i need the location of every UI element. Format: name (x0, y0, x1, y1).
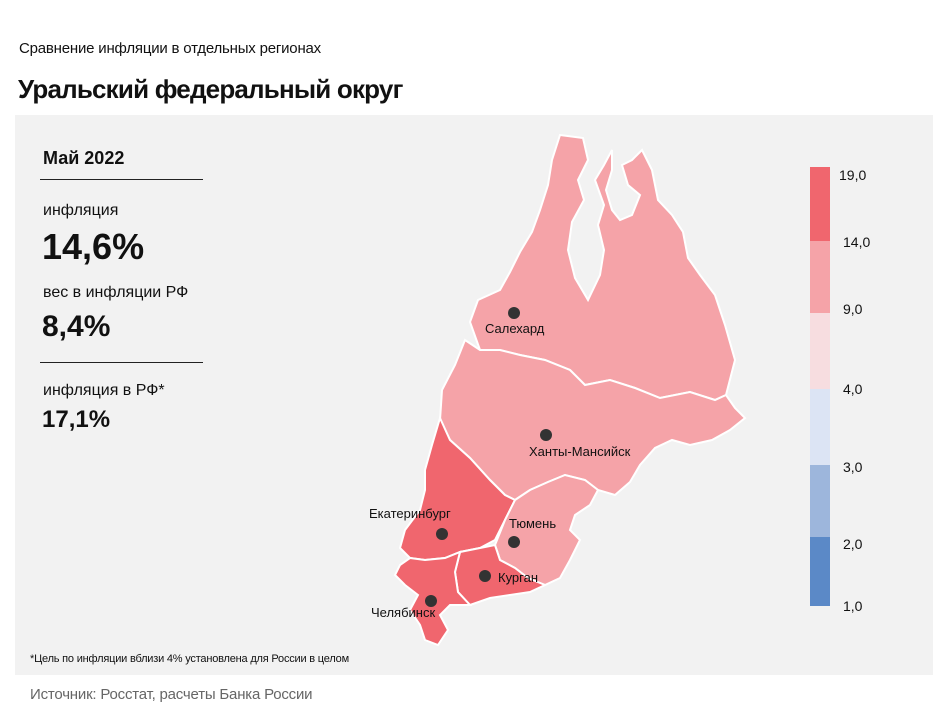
city-dot-chelyabinsk (425, 595, 437, 607)
weight-value: 8,4% (42, 310, 111, 343)
city-label-ekaterinburg: Екатеринбург (369, 506, 451, 521)
chart-title: Уральский федеральный округ (18, 74, 403, 104)
inflation-value: 14,6% (42, 226, 145, 267)
legend-band-2-1 (810, 537, 830, 606)
legend-band-14-9 (810, 241, 830, 313)
city-label-chelyabinsk: Челябинск (371, 605, 435, 620)
city-label-tyumen: Тюмень (509, 516, 556, 531)
legend-tick: 4,0 (843, 381, 863, 397)
weight-label: вес в инфляции РФ (43, 284, 189, 301)
city-dot-ekaterinburg (436, 528, 448, 540)
inflation-label: инфляция (43, 202, 119, 219)
city-label-khanty-mansiysk: Ханты-Мансийск (529, 444, 631, 459)
legend-tick: 19,0 (839, 167, 866, 183)
legend-band-9-4 (810, 313, 830, 389)
chart-subtitle: Сравнение инфляции в отдельных регионах (19, 40, 321, 57)
rf-inflation-value: 17,1% (42, 406, 111, 433)
footnote: *Цель по инфляции вблизи 4% установлена … (30, 653, 349, 665)
legend-band-3-2 (810, 465, 830, 537)
legend-tick: 3,0 (843, 459, 863, 475)
rf-inflation-label: инфляция в РФ* (43, 382, 165, 399)
city-label-salekhard: Салехард (485, 321, 545, 336)
period-label: Май 2022 (43, 148, 125, 168)
city-dot-kurgan (479, 570, 491, 582)
source-note: Источник: Росстат, расчеты Банка России (30, 686, 313, 703)
city-dot-tyumen (508, 536, 520, 548)
city-label-kurgan: Курган (498, 570, 538, 585)
city-dot-salekhard (508, 307, 520, 319)
legend-tick: 1,0 (843, 598, 863, 614)
legend-scale: 19,0 14,0 9,0 4,0 3,0 2,0 1,0 (810, 167, 870, 614)
city-dot-khanty-mansiysk (540, 429, 552, 441)
divider (40, 362, 203, 363)
legend-tick: 2,0 (843, 536, 863, 552)
legend-band-19-14 (810, 167, 830, 241)
legend-band-4-3 (810, 389, 830, 465)
legend-tick: 14,0 (843, 234, 870, 250)
legend-tick: 9,0 (843, 301, 863, 317)
divider (40, 179, 203, 180)
region-yamalo-nenets (468, 133, 737, 402)
